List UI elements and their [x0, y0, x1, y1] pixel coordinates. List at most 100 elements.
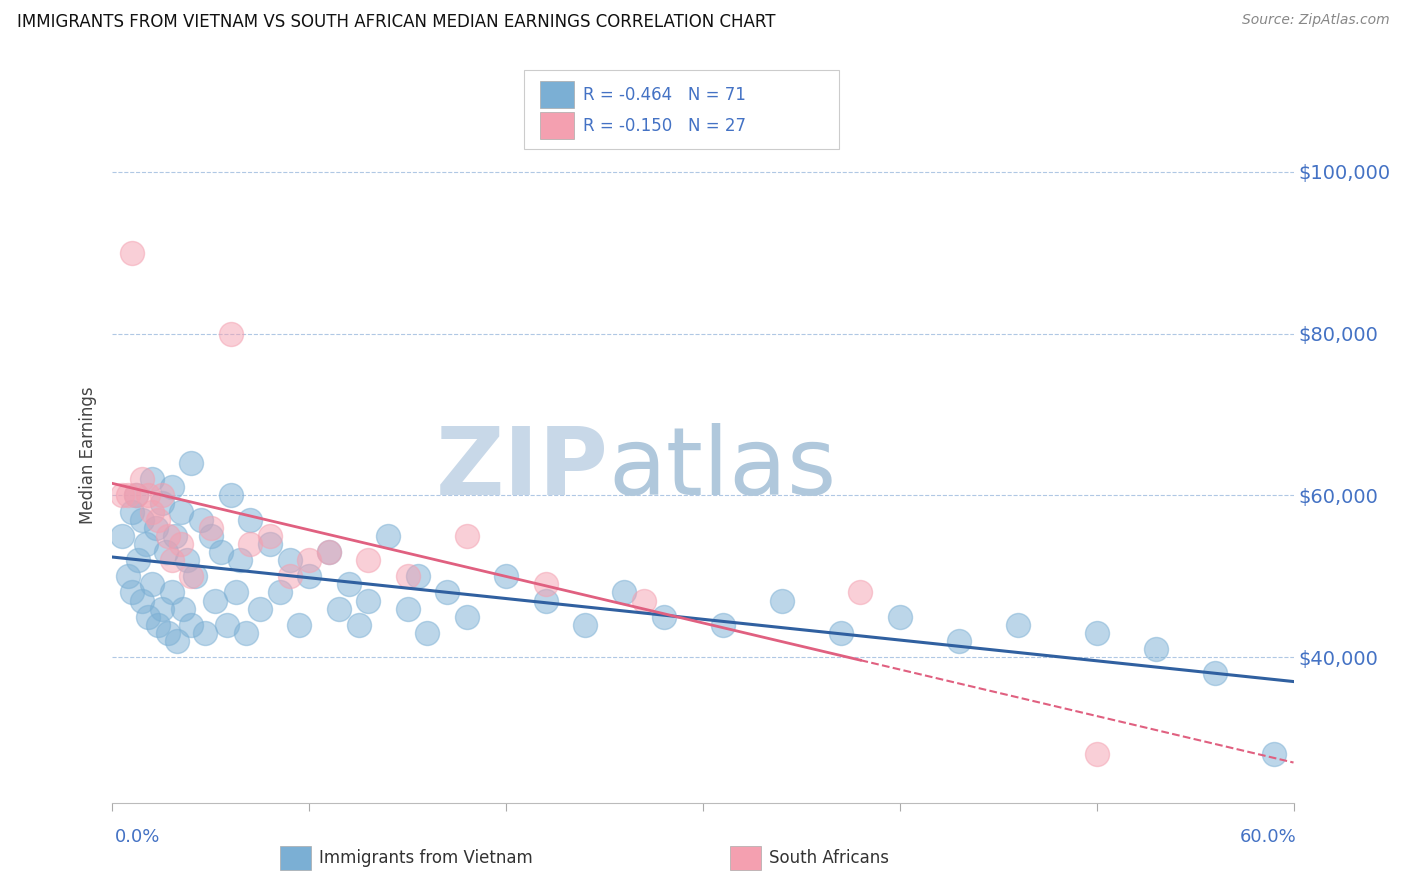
Point	[278, 553, 301, 567]
Point	[278, 569, 301, 583]
Text: 60.0%: 60.0%	[1240, 828, 1296, 846]
Point	[495, 569, 517, 583]
Point	[204, 593, 226, 607]
Point	[150, 496, 173, 510]
Point	[141, 577, 163, 591]
Point	[1085, 747, 1108, 762]
Point	[156, 529, 179, 543]
Point	[117, 488, 139, 502]
Point	[170, 537, 193, 551]
Point	[396, 601, 419, 615]
Point	[146, 617, 169, 632]
Point	[347, 617, 370, 632]
Point	[948, 634, 970, 648]
Text: Source: ZipAtlas.com: Source: ZipAtlas.com	[1241, 13, 1389, 28]
Point	[172, 601, 194, 615]
Point	[141, 504, 163, 518]
Point	[239, 513, 262, 527]
Point	[288, 617, 311, 632]
Point	[165, 529, 187, 543]
Point	[259, 537, 281, 551]
Point	[166, 634, 188, 648]
Point	[269, 585, 291, 599]
Point	[436, 585, 458, 599]
Point	[1263, 747, 1285, 762]
Point	[534, 593, 557, 607]
Text: R = -0.464   N = 71: R = -0.464 N = 71	[583, 86, 747, 103]
Point	[235, 626, 257, 640]
Point	[180, 456, 202, 470]
Point	[190, 513, 212, 527]
Point	[121, 245, 143, 260]
Point	[889, 609, 911, 624]
Point	[770, 593, 793, 607]
Point	[131, 513, 153, 527]
Point	[160, 480, 183, 494]
Text: 0.0%: 0.0%	[115, 828, 160, 846]
Point	[136, 609, 159, 624]
Text: IMMIGRANTS FROM VIETNAM VS SOUTH AFRICAN MEDIAN EARNINGS CORRELATION CHART: IMMIGRANTS FROM VIETNAM VS SOUTH AFRICAN…	[17, 13, 775, 31]
Point	[239, 537, 262, 551]
Point	[318, 545, 340, 559]
Point	[298, 569, 321, 583]
Text: Immigrants from Vietnam: Immigrants from Vietnam	[319, 849, 533, 867]
Point	[215, 617, 238, 632]
Point	[141, 472, 163, 486]
Point	[127, 553, 149, 567]
Point	[613, 585, 636, 599]
Point	[209, 545, 232, 559]
Text: South Africans: South Africans	[769, 849, 889, 867]
Point	[135, 537, 157, 551]
Point	[711, 617, 734, 632]
Point	[318, 545, 340, 559]
Point	[219, 488, 242, 502]
Point	[131, 593, 153, 607]
Point	[652, 609, 675, 624]
Point	[396, 569, 419, 583]
Text: atlas: atlas	[609, 423, 837, 515]
Point	[219, 326, 242, 341]
Point	[176, 553, 198, 567]
Point	[298, 553, 321, 567]
Point	[534, 577, 557, 591]
Point	[121, 504, 143, 518]
Point	[155, 545, 177, 559]
Point	[249, 601, 271, 615]
Point	[131, 472, 153, 486]
Point	[136, 488, 159, 502]
Point	[125, 488, 148, 502]
Point	[170, 504, 193, 518]
Point	[633, 593, 655, 607]
Point	[574, 617, 596, 632]
Point	[377, 529, 399, 543]
Point	[1144, 642, 1167, 657]
Point	[160, 553, 183, 567]
Point	[180, 569, 202, 583]
Point	[184, 569, 207, 583]
Point	[180, 617, 202, 632]
Point	[200, 521, 222, 535]
Point	[156, 626, 179, 640]
Point	[229, 553, 252, 567]
Y-axis label: Median Earnings: Median Earnings	[79, 386, 97, 524]
Point	[145, 521, 167, 535]
Point	[328, 601, 350, 615]
Point	[456, 609, 478, 624]
Point	[357, 553, 380, 567]
Point	[830, 626, 852, 640]
Point	[200, 529, 222, 543]
Text: ZIP: ZIP	[436, 423, 609, 515]
Point	[150, 601, 173, 615]
Point	[121, 585, 143, 599]
Point	[225, 585, 247, 599]
Point	[406, 569, 429, 583]
Point	[111, 488, 134, 502]
Point	[849, 585, 872, 599]
Point	[146, 513, 169, 527]
Point	[1085, 626, 1108, 640]
Point	[337, 577, 360, 591]
Point	[1204, 666, 1226, 681]
Point	[259, 529, 281, 543]
Point	[1007, 617, 1029, 632]
Point	[194, 626, 217, 640]
